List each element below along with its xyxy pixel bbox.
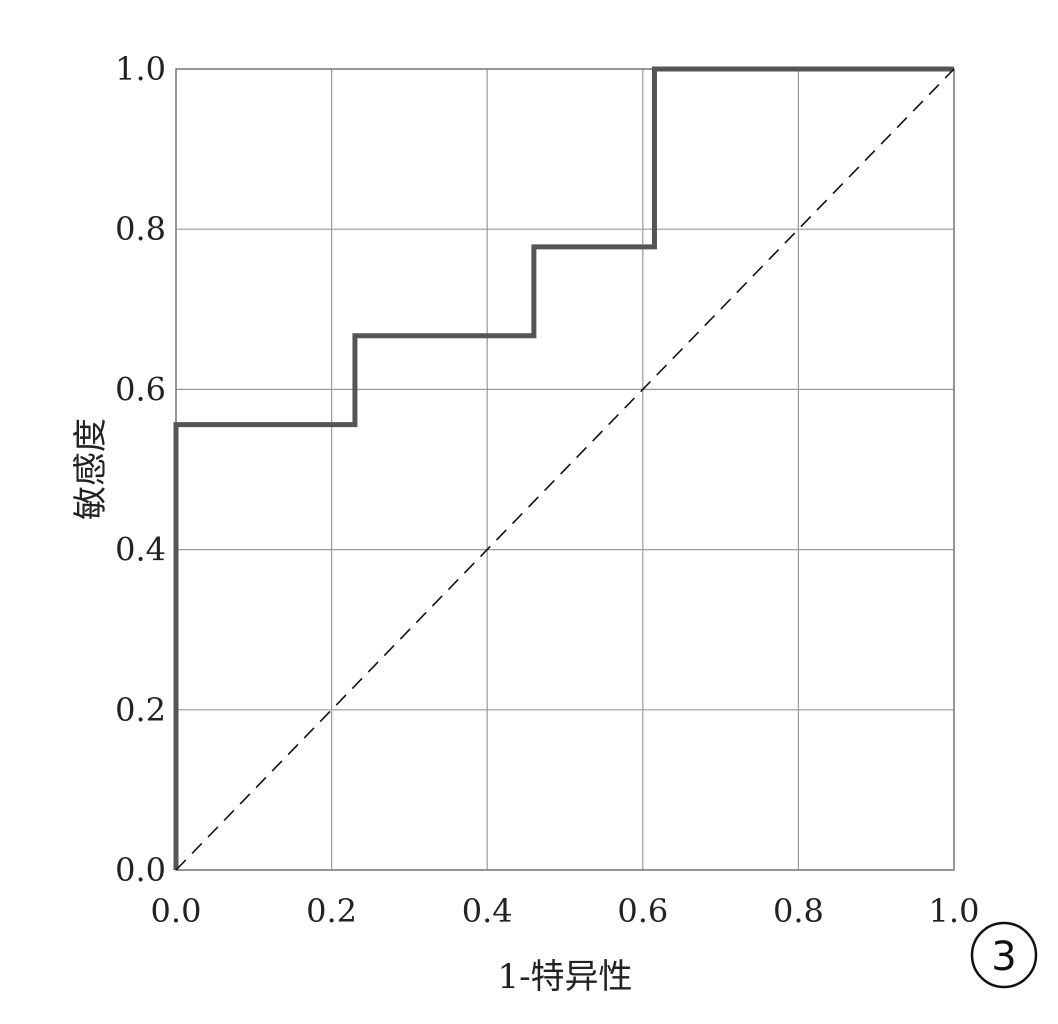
panel-number-label: 3 [991,934,1016,980]
reference-diagonal-line [175,68,955,871]
x-tick-labels: 0.0 0.2 0.4 0.6 0.8 1.0 [151,892,980,930]
y-tick-label: 0.0 [115,851,166,889]
x-tick-label: 0.2 [306,892,357,930]
y-tick-label: 0.8 [115,210,166,248]
series-layer [173,66,955,871]
x-tick-label: 0.6 [617,892,668,930]
x-tick-label: 0.0 [151,892,202,930]
x-tick-label: 1.0 [929,892,980,930]
x-tick-label: 0.8 [773,892,824,930]
x-tick-label: 0.4 [462,892,513,930]
y-tick-labels: 0.0 0.2 0.4 0.6 0.8 1.0 [115,50,166,889]
panel-number-badge: 3 [970,921,1038,989]
y-tick-label: 1.0 [115,50,166,88]
panel-number-circle [970,921,1038,989]
y-tick-label: 0.4 [115,531,166,569]
y-axis-title: 敏感度 [71,418,111,520]
y-tick-label: 0.6 [115,370,166,408]
x-axis-title: 1-特异性 [497,957,632,997]
y-tick-label: 0.2 [115,691,166,729]
roc-curve-line [173,66,954,870]
